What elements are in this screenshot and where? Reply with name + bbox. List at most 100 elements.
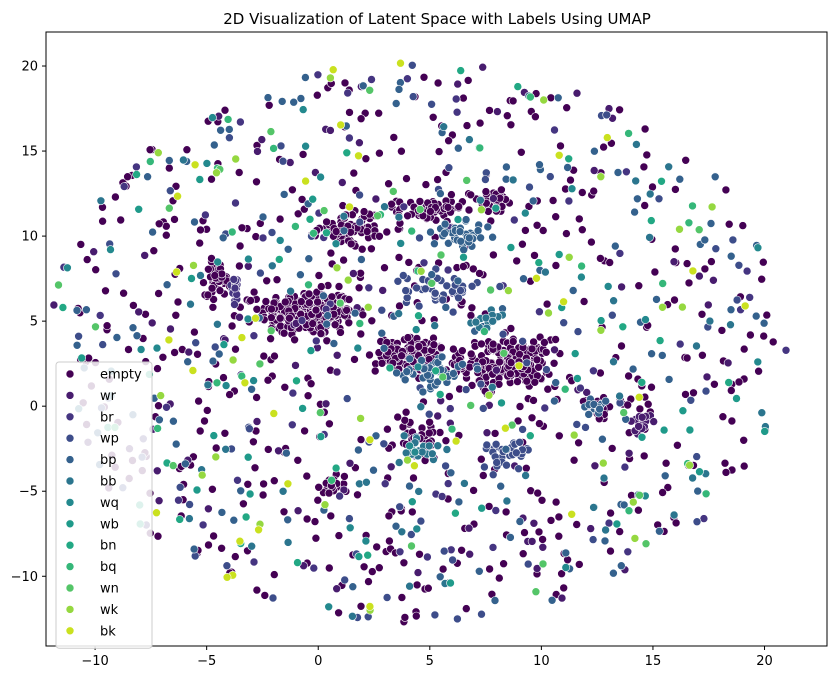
- point-empty: [234, 168, 244, 177]
- point-bb: [417, 447, 427, 457]
- point-empty: [426, 207, 435, 216]
- point-empty: [459, 93, 468, 103]
- point-wr: [489, 194, 498, 203]
- point-wp: [210, 342, 220, 352]
- point-wn: [427, 278, 437, 288]
- point-br: [258, 233, 268, 243]
- point-wq: [298, 105, 308, 114]
- point-empty: [682, 259, 692, 268]
- point-wr: [493, 107, 502, 116]
- point-wp: [268, 593, 278, 603]
- point-br: [509, 215, 519, 225]
- point-empty: [421, 180, 431, 189]
- point-br: [488, 543, 498, 552]
- point-empty: [162, 230, 171, 240]
- point-br: [615, 249, 625, 258]
- point-bn: [646, 216, 656, 225]
- point-wb: [573, 374, 582, 383]
- point-bb: [221, 444, 230, 454]
- legend-marker-wq: [65, 498, 75, 507]
- point-bb: [521, 471, 530, 480]
- point-bb: [185, 514, 194, 523]
- point-wp: [711, 244, 721, 253]
- point-empty: [681, 156, 691, 165]
- point-wp: [692, 452, 702, 461]
- point-wp: [225, 133, 234, 142]
- point-bp: [458, 359, 467, 369]
- point-bb: [362, 477, 371, 487]
- point-wp: [453, 614, 462, 624]
- point-empty: [361, 154, 371, 163]
- point-wq: [413, 362, 423, 372]
- point-empty: [200, 416, 209, 426]
- point-empty: [173, 297, 183, 307]
- point-wn: [315, 408, 325, 417]
- point-wp: [402, 293, 412, 303]
- point-bn: [241, 512, 251, 522]
- point-wr: [166, 324, 175, 334]
- point-empty: [182, 145, 192, 154]
- point-empty: [264, 101, 274, 110]
- point-bp: [323, 311, 332, 320]
- point-wb: [407, 497, 417, 507]
- point-empty: [367, 567, 377, 576]
- point-bq: [146, 157, 155, 166]
- point-empty: [485, 564, 494, 574]
- point-empty: [203, 290, 213, 300]
- point-wr: [332, 350, 342, 360]
- point-bk: [532, 273, 541, 283]
- point-bp: [283, 515, 293, 525]
- point-empty: [670, 295, 679, 305]
- point-empty: [727, 416, 737, 426]
- point-empty: [527, 344, 537, 354]
- point-empty: [640, 124, 650, 134]
- point-bp: [391, 99, 401, 108]
- point-bp: [218, 233, 228, 243]
- point-bb: [433, 441, 443, 451]
- point-br: [745, 293, 755, 302]
- point-bp: [350, 308, 360, 318]
- point-empty: [375, 148, 384, 158]
- point-bn: [305, 215, 315, 224]
- point-wp: [345, 514, 354, 523]
- point-wr: [204, 504, 213, 514]
- point-wb: [685, 425, 695, 435]
- point-bk: [634, 392, 644, 402]
- point-bq: [577, 261, 586, 271]
- point-bb: [339, 212, 349, 221]
- point-empty: [462, 121, 472, 130]
- point-empty: [490, 429, 500, 438]
- point-bp: [189, 544, 199, 554]
- point-empty: [415, 549, 424, 559]
- point-br: [236, 117, 245, 127]
- point-wn: [436, 250, 446, 260]
- point-wk: [156, 391, 165, 400]
- point-bk: [740, 301, 750, 311]
- point-bb: [394, 309, 404, 318]
- point-empty: [367, 244, 376, 254]
- point-br: [437, 492, 447, 501]
- point-wp: [480, 462, 489, 472]
- point-wr: [321, 399, 331, 409]
- point-wp: [492, 458, 502, 467]
- point-wq: [753, 357, 763, 367]
- point-bp: [589, 400, 599, 409]
- point-br: [576, 383, 585, 393]
- point-empty: [734, 377, 744, 387]
- point-bn: [385, 363, 395, 373]
- point-wp: [430, 288, 440, 298]
- point-wp: [588, 535, 598, 544]
- point-br: [229, 275, 239, 284]
- point-empty: [98, 216, 107, 226]
- point-empty: [515, 402, 525, 411]
- point-bp: [506, 533, 515, 542]
- point-bb: [416, 402, 426, 412]
- point-bp: [263, 93, 273, 102]
- point-wr: [723, 358, 733, 368]
- point-empty: [681, 390, 690, 399]
- legend-marker-wp: [65, 433, 75, 443]
- point-wr: [453, 79, 463, 89]
- point-wq: [361, 536, 371, 546]
- legend-box: [55, 361, 153, 649]
- point-wp: [701, 386, 711, 396]
